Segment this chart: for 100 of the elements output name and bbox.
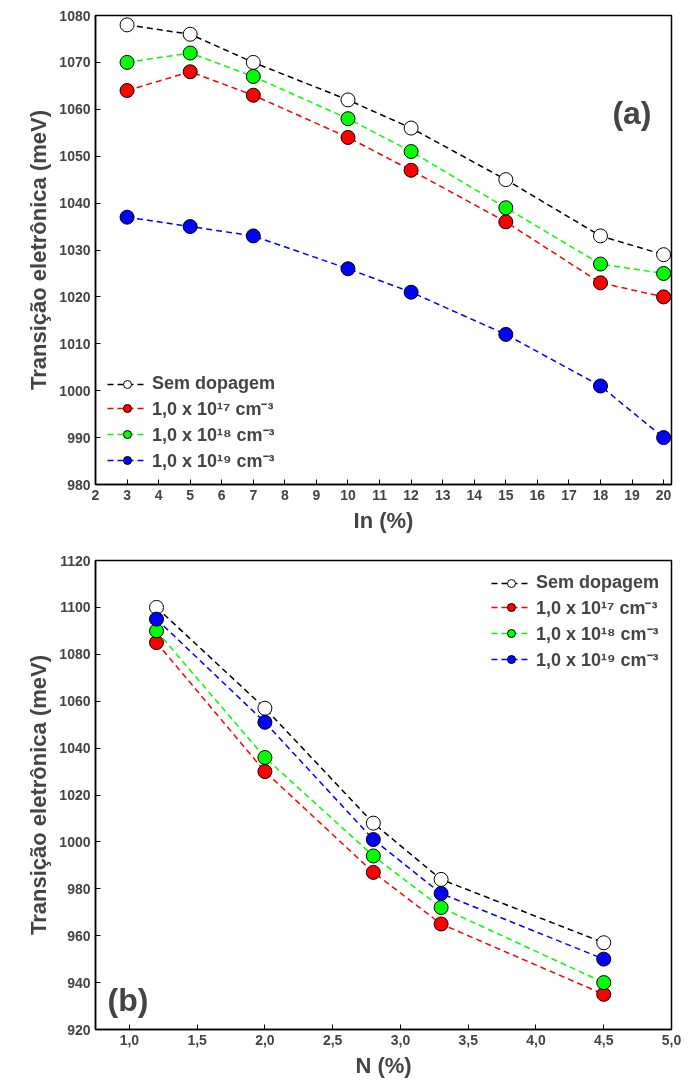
- point: [119, 83, 135, 99]
- point: [257, 764, 273, 780]
- point: [119, 17, 135, 33]
- y-tick-label: 1000: [59, 833, 91, 850]
- point: [433, 886, 449, 901]
- y-tick-label: 1080: [59, 646, 91, 663]
- x-tick-label: 5: [186, 486, 195, 503]
- point: [365, 815, 381, 831]
- legend-label: 1,0 x 10¹⁸ cm⁻³: [535, 623, 659, 645]
- y-tick-label: 1060: [59, 101, 91, 118]
- x-tick-label: 19: [624, 486, 641, 503]
- point: [596, 975, 612, 991]
- x-tick-label: 20: [655, 486, 672, 503]
- y-tick-label: 990: [67, 429, 91, 446]
- y-tick-label: 1050: [59, 148, 91, 165]
- point: [182, 26, 198, 42]
- legend-label: 1,0 x 10¹⁷ cm⁻³: [535, 597, 658, 619]
- x-tick-label: 3,0: [390, 1031, 411, 1048]
- point: [182, 219, 198, 235]
- point: [182, 64, 198, 80]
- legend-label: 1,0 x 10¹⁷ cm⁻³: [152, 398, 274, 420]
- x-tick-label: 8: [280, 486, 289, 503]
- annotation: (a): [612, 94, 652, 131]
- point: [245, 87, 261, 103]
- point: [148, 635, 164, 651]
- y-tick-label: 1120: [60, 552, 91, 569]
- x-tick-label: 18: [592, 486, 609, 503]
- point: [498, 200, 514, 216]
- y-tick-label: 1070: [59, 54, 91, 71]
- x-tick-label: 1,0: [119, 1031, 140, 1048]
- x-tick-label: 1,5: [187, 1031, 208, 1048]
- x-tick-label: 4,5: [594, 1031, 614, 1048]
- point: [656, 289, 672, 305]
- x-tick-label: 14: [466, 486, 483, 503]
- legend-label: 1,0 x 10¹⁸ cm⁻³: [152, 424, 275, 446]
- point: [656, 247, 672, 263]
- x-tick-label: 17: [561, 486, 577, 503]
- x-tick-label: 2,5: [322, 1031, 343, 1048]
- point: [656, 430, 672, 446]
- point: [148, 611, 164, 627]
- point: [182, 45, 198, 61]
- point: [340, 261, 356, 277]
- point: [257, 749, 273, 765]
- y-tick-label: 960: [67, 927, 91, 944]
- point: [592, 378, 608, 394]
- x-tick-label: 3,5: [458, 1031, 479, 1048]
- x-tick-label: 3: [123, 486, 132, 503]
- legend-label: 1,0 x 10¹⁹ cm⁻³: [152, 450, 275, 472]
- y-tick-label: 1020: [59, 787, 91, 803]
- x-axis-title: N (%): [355, 1052, 412, 1078]
- point: [403, 162, 419, 178]
- annotation: (b): [107, 981, 149, 1018]
- legend-label: Sem dopagem: [152, 373, 276, 394]
- point: [498, 172, 514, 188]
- y-tick-label: 1080: [59, 7, 91, 24]
- x-tick-label: 2: [91, 486, 100, 503]
- point: [148, 623, 164, 639]
- point: [592, 256, 608, 272]
- y-axis-title: Transição eletrônica (meV): [26, 655, 52, 935]
- point: [403, 144, 419, 159]
- x-tick-label: 13: [434, 486, 451, 503]
- y-tick-label: 1040: [59, 740, 91, 757]
- point: [403, 284, 419, 300]
- x-tick-label: 2,0: [255, 1031, 275, 1048]
- y-tick-label: 1100: [60, 599, 91, 616]
- x-tick-label: 16: [529, 486, 546, 503]
- y-tick-label: 1040: [59, 195, 91, 212]
- point: [656, 265, 672, 281]
- point: [403, 120, 419, 136]
- x-tick-label: 11: [372, 486, 388, 503]
- point: [119, 209, 135, 225]
- legend-label: Sem dopagem: [535, 572, 659, 593]
- y-tick-label: 920: [67, 1021, 91, 1038]
- x-axis-title: In (%): [353, 507, 414, 533]
- point: [592, 228, 608, 244]
- point: [245, 68, 261, 84]
- x-tick-label: 12: [403, 486, 420, 503]
- point: [498, 326, 514, 342]
- y-tick-label: 1020: [59, 288, 91, 305]
- point: [119, 54, 135, 70]
- point: [340, 111, 356, 127]
- point: [498, 214, 514, 230]
- x-tick-label: 9: [312, 486, 321, 503]
- x-tick-label: 5,0: [661, 1031, 682, 1048]
- y-tick-label: 980: [67, 476, 91, 493]
- point: [340, 129, 356, 145]
- y-tick-label: 1060: [59, 693, 91, 710]
- point: [365, 832, 381, 848]
- point: [596, 951, 612, 967]
- y-tick-label: 1000: [59, 382, 91, 399]
- legend-label: 1,0 x 10¹⁹ cm⁻³: [535, 649, 659, 671]
- y-tick-label: 940: [67, 974, 91, 991]
- y-axis-title: Transição eletrônica (meV): [26, 110, 52, 390]
- point: [257, 700, 273, 716]
- point: [596, 935, 612, 951]
- point: [365, 864, 381, 880]
- x-tick-label: 6: [217, 486, 226, 503]
- x-tick-label: 15: [498, 486, 514, 503]
- x-tick-label: 4: [154, 486, 163, 503]
- point: [433, 871, 449, 887]
